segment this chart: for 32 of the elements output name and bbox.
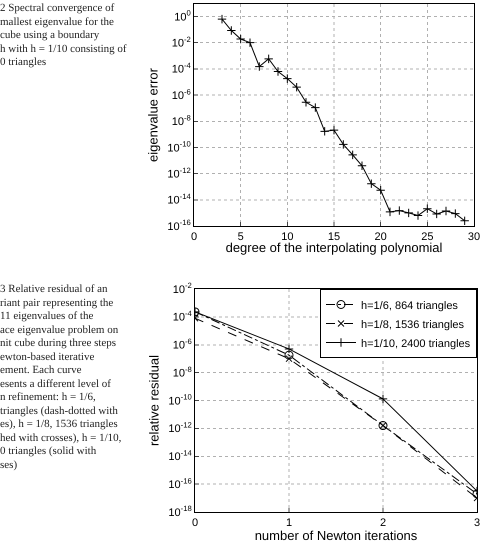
- y-tick-label: 10$^{-18}$: [168, 504, 192, 519]
- y-tick-label: 10$^{-14}$: [167, 192, 192, 207]
- y-tick-label: 10$^{-8}$: [172, 364, 192, 380]
- y-tick-label: 10$^{-6}$: [172, 336, 192, 352]
- y-tick-label: 10$^{-12}$: [168, 420, 192, 436]
- x-tick-label: 3: [474, 517, 480, 530]
- x-tick-label: 30: [468, 231, 480, 244]
- y-tick-label: 10$^{0}$: [174, 8, 191, 24]
- y-tick-label: 10$^{-2}$: [172, 281, 192, 296]
- y-axis-title: relative residual: [146, 354, 162, 446]
- text: 2 Spectral convergence of mallest eigenvalue for the cube using a boundary h with h = 1/10 consisting of 0 triangles: [0, 2, 128, 70]
- x-tick-label: 2: [380, 517, 386, 530]
- y-tick-label: 10$^{-14}$: [168, 448, 193, 464]
- y-tick-label: 10$^{-10}$: [167, 140, 191, 154]
- y-tick-label: 10$^{-4}$: [172, 61, 192, 76]
- text: 3 Relative residual of an riant pair representing the 11 eigenvalues of the ace eigenvalue problem on nit cube during three steps ewton-based iterative ement. Each curve esents a different level of n refinement: h = 1/6, triangles (dash-dotted with es), h = 1/8, 1536 triangles hed with crosses), h = 1/10, 0 triangles (solid with ses): [0, 283, 122, 470]
- y-tick-label: 10$^{-8}$: [172, 113, 191, 128]
- y-axis-title: eigenvalue error: [145, 67, 160, 162]
- y-tick-label: 10$^{-16}$: [168, 476, 192, 491]
- legend-label: h=1/10, 2400 triangles: [361, 338, 471, 350]
- x-axis-title: number of Newton iterations: [254, 528, 418, 543]
- y-tick-label: 10$^{-10}$: [168, 392, 192, 408]
- legend-label: h=1/6, 864 triangles: [361, 300, 458, 312]
- y-tick-label: 10$^{-12}$: [167, 166, 191, 180]
- y-tick-label: 10$^{-4}$: [172, 309, 193, 324]
- x-tick-label: 0: [190, 231, 198, 244]
- y-tick-label: 10$^{-2}$: [172, 34, 191, 50]
- x-tick-label: 0: [192, 517, 198, 530]
- legend-label: h=1/8, 1536 triangles: [361, 318, 465, 331]
- y-tick-label: 10$^{-6}$: [172, 87, 191, 102]
- x-tick-label: 1: [286, 517, 292, 530]
- y-tick-label: 10$^{-16}$: [167, 218, 191, 233]
